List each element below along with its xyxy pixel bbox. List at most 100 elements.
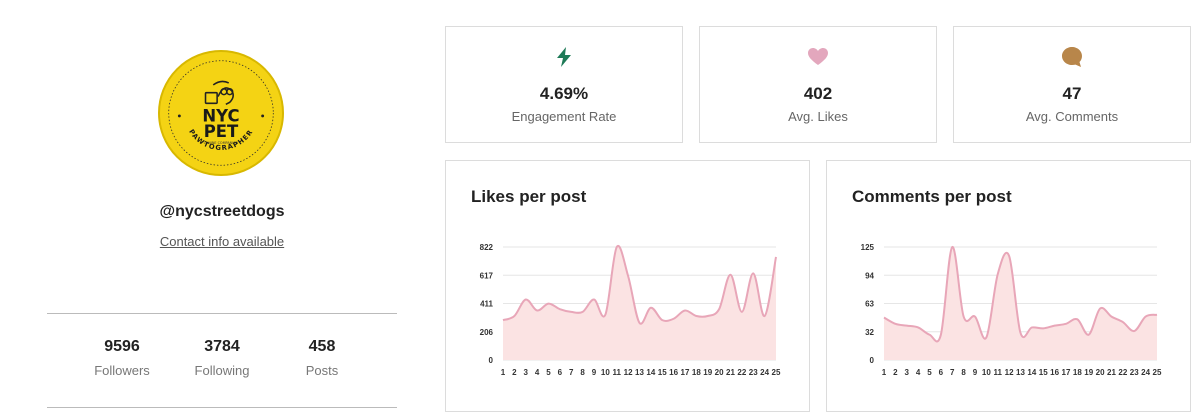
x-tick-label: 23 [1130,368,1139,377]
series-line [502,244,777,325]
x-tick-label: 3 [905,368,910,377]
heart-icon [808,48,828,65]
logo-line2: PET [204,122,239,141]
metric-label: Avg. Comments [1025,109,1119,124]
x-tick-label: 8 [580,368,585,377]
metric-value: 402 [803,84,833,103]
x-tick-label: 25 [772,368,781,377]
x-tick-label: 1 [882,368,887,377]
x-tick-label: 10 [982,368,991,377]
y-tick-label: 0 [489,356,494,365]
profile-panel: NYC PET CANINE COMPANION PAWTOGRAPHER @n… [0,0,430,418]
series-area [884,246,1157,360]
stat-value: 9596 [104,338,140,355]
contact-info-link[interactable]: Contact info available [159,234,285,249]
x-tick-label: 21 [1107,368,1116,377]
x-tick-label: 13 [1016,368,1025,377]
stat-label: Posts [305,363,339,378]
x-tick-label: 9 [973,368,978,377]
x-tick-label: 5 [546,368,551,377]
y-tick-label: 0 [870,356,875,365]
avatar[interactable]: NYC PET CANINE COMPANION PAWTOGRAPHER [158,50,284,176]
x-tick-label: 15 [1039,368,1048,377]
x-tick-label: 16 [669,368,678,377]
x-tick-label: 12 [624,368,633,377]
stat-value: 458 [308,338,336,355]
divider [47,407,397,408]
metric-value: 47 [1062,84,1082,103]
profile-handle: @nycstreetdogs [159,203,285,220]
metric-label: Avg. Likes [788,109,848,124]
x-tick-label: 12 [1005,368,1014,377]
stat-followers: 9596 Followers [62,338,182,378]
x-tick-label: 6 [939,368,944,377]
x-tick-label: 3 [524,368,529,377]
series-area [503,245,776,360]
x-tick-label: 20 [1096,368,1105,377]
x-tick-label: 1 [501,368,506,377]
x-tick-label: 2 [893,368,898,377]
x-tick-label: 5 [927,368,932,377]
x-tick-label: 4 [535,368,540,377]
y-tick-label: 411 [480,300,493,309]
x-tick-label: 14 [1027,368,1036,377]
metric-card-likes: 402 Avg. Likes [699,26,937,143]
stat-label: Following [194,363,250,378]
y-tick-label: 94 [865,271,874,280]
x-tick-label: 10 [601,368,610,377]
x-tick-label: 24 [760,368,769,377]
x-tick-label: 19 [1084,368,1093,377]
y-tick-label: 125 [861,243,875,252]
x-tick-label: 17 [1062,368,1071,377]
x-tick-label: 9 [592,368,597,377]
metric-card-engagement: 4.69% Engagement Rate [445,26,683,143]
x-tick-label: 22 [737,368,746,377]
divider [47,313,397,314]
x-tick-label: 4 [916,368,921,377]
series-line [883,245,1158,343]
x-tick-label: 21 [726,368,735,377]
metric-label: Engagement Rate [511,109,617,124]
y-tick-label: 32 [865,328,874,337]
x-tick-label: 24 [1141,368,1150,377]
x-tick-label: 20 [715,368,724,377]
metric-card-comments: 47 Avg. Comments [953,26,1191,143]
x-tick-label: 18 [692,368,701,377]
y-tick-label: 822 [480,243,494,252]
x-tick-label: 22 [1118,368,1127,377]
x-tick-label: 18 [1073,368,1082,377]
logo-tagline: CANINE COMPANION [204,141,239,145]
lightning-icon [557,47,571,67]
x-tick-label: 11 [994,368,1003,377]
nyc-pet-logo: NYC PET CANINE COMPANION PAWTOGRAPHER [168,60,274,166]
contact-info: Contact info available [0,234,444,249]
metric-value: 4.69% [539,84,589,103]
chart-title: Comments per post [852,187,1012,206]
x-tick-label: 13 [635,368,644,377]
y-tick-label: 63 [865,300,874,309]
x-tick-label: 23 [749,368,758,377]
stat-following: 3784 Following [162,338,282,378]
x-tick-label: 7 [569,368,574,377]
y-tick-label: 206 [480,328,494,337]
x-tick-label: 11 [613,368,622,377]
chart-title: Likes per post [471,187,587,206]
logo-line1: NYC [202,107,239,126]
x-tick-label: 19 [703,368,712,377]
x-tick-label: 15 [658,368,667,377]
stat-posts: 458 Posts [262,338,382,378]
x-tick-label: 2 [512,368,517,377]
y-tick-label: 617 [480,271,494,280]
x-tick-label: 14 [646,368,655,377]
stat-value: 3784 [204,338,240,355]
stat-label: Followers [94,363,150,378]
x-tick-label: 6 [558,368,563,377]
comment-icon [1062,47,1082,67]
comments-chart-card: Comments per post 125 94 63 32 0 1 2 3 4 5 6 7 8 9 10 1… [826,160,1191,412]
x-tick-label: 25 [1153,368,1162,377]
x-tick-label: 7 [950,368,955,377]
x-tick-label: 16 [1050,368,1059,377]
x-tick-label: 8 [961,368,966,377]
